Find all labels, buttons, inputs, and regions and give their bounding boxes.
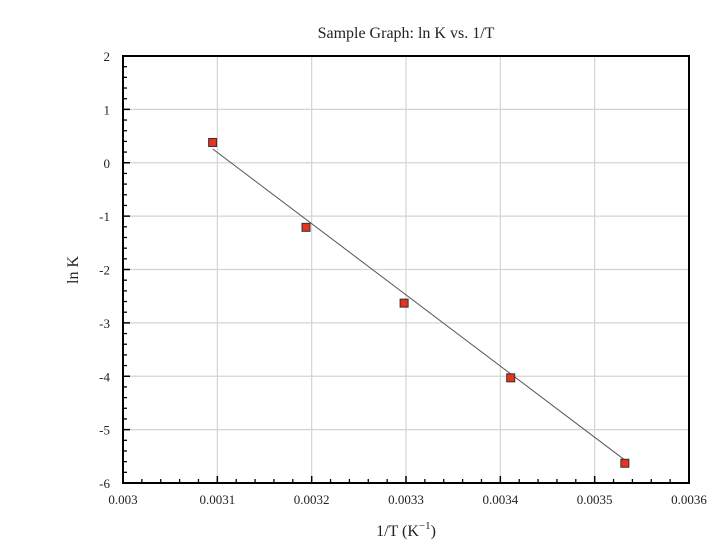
data-point (208, 137, 218, 147)
x-tick-label: 0.0034 (482, 492, 518, 507)
y-tick-labels: 2 1 0 -1 -2 -3 -4 -5 -6 (99, 49, 110, 491)
fit-line-group (212, 148, 626, 461)
x-tick-label: 0.003 (108, 492, 137, 507)
y-tick-label: -2 (99, 263, 110, 278)
x-axis-label: 1/T (K−1) (376, 520, 436, 540)
x-tick-labels: 0.003 0.0031 0.0032 0.0033 0.0034 0.0035 0.003… (108, 492, 707, 507)
x-tick-label: 0.0032 (294, 492, 330, 507)
y-tick-label: 1 (104, 102, 111, 117)
y-tick-label: -1 (99, 209, 110, 224)
x-tick-label: 0.0035 (577, 492, 613, 507)
y-tick-label: 0 (104, 156, 111, 171)
data-points (208, 137, 630, 468)
x-tick-label: 0.0033 (388, 492, 424, 507)
x-tick-label: 0.0031 (199, 492, 235, 507)
data-point (620, 458, 630, 468)
data-point (506, 373, 516, 383)
y-tick-label: 2 (104, 49, 111, 64)
fit-line (212, 148, 626, 461)
data-point (301, 222, 311, 232)
y-axis-label: ln K (65, 256, 82, 284)
x-tick-label: 0.0036 (671, 492, 707, 507)
y-tick-label: -6 (99, 476, 110, 491)
grid (122, 55, 690, 484)
data-point (399, 298, 409, 308)
y-tick-label: -5 (99, 423, 110, 438)
axis-ticks (122, 55, 690, 484)
chart-title: Sample Graph: ln K vs. 1/T (318, 25, 495, 42)
y-tick-label: -3 (99, 316, 110, 331)
y-tick-label: -4 (99, 369, 110, 384)
